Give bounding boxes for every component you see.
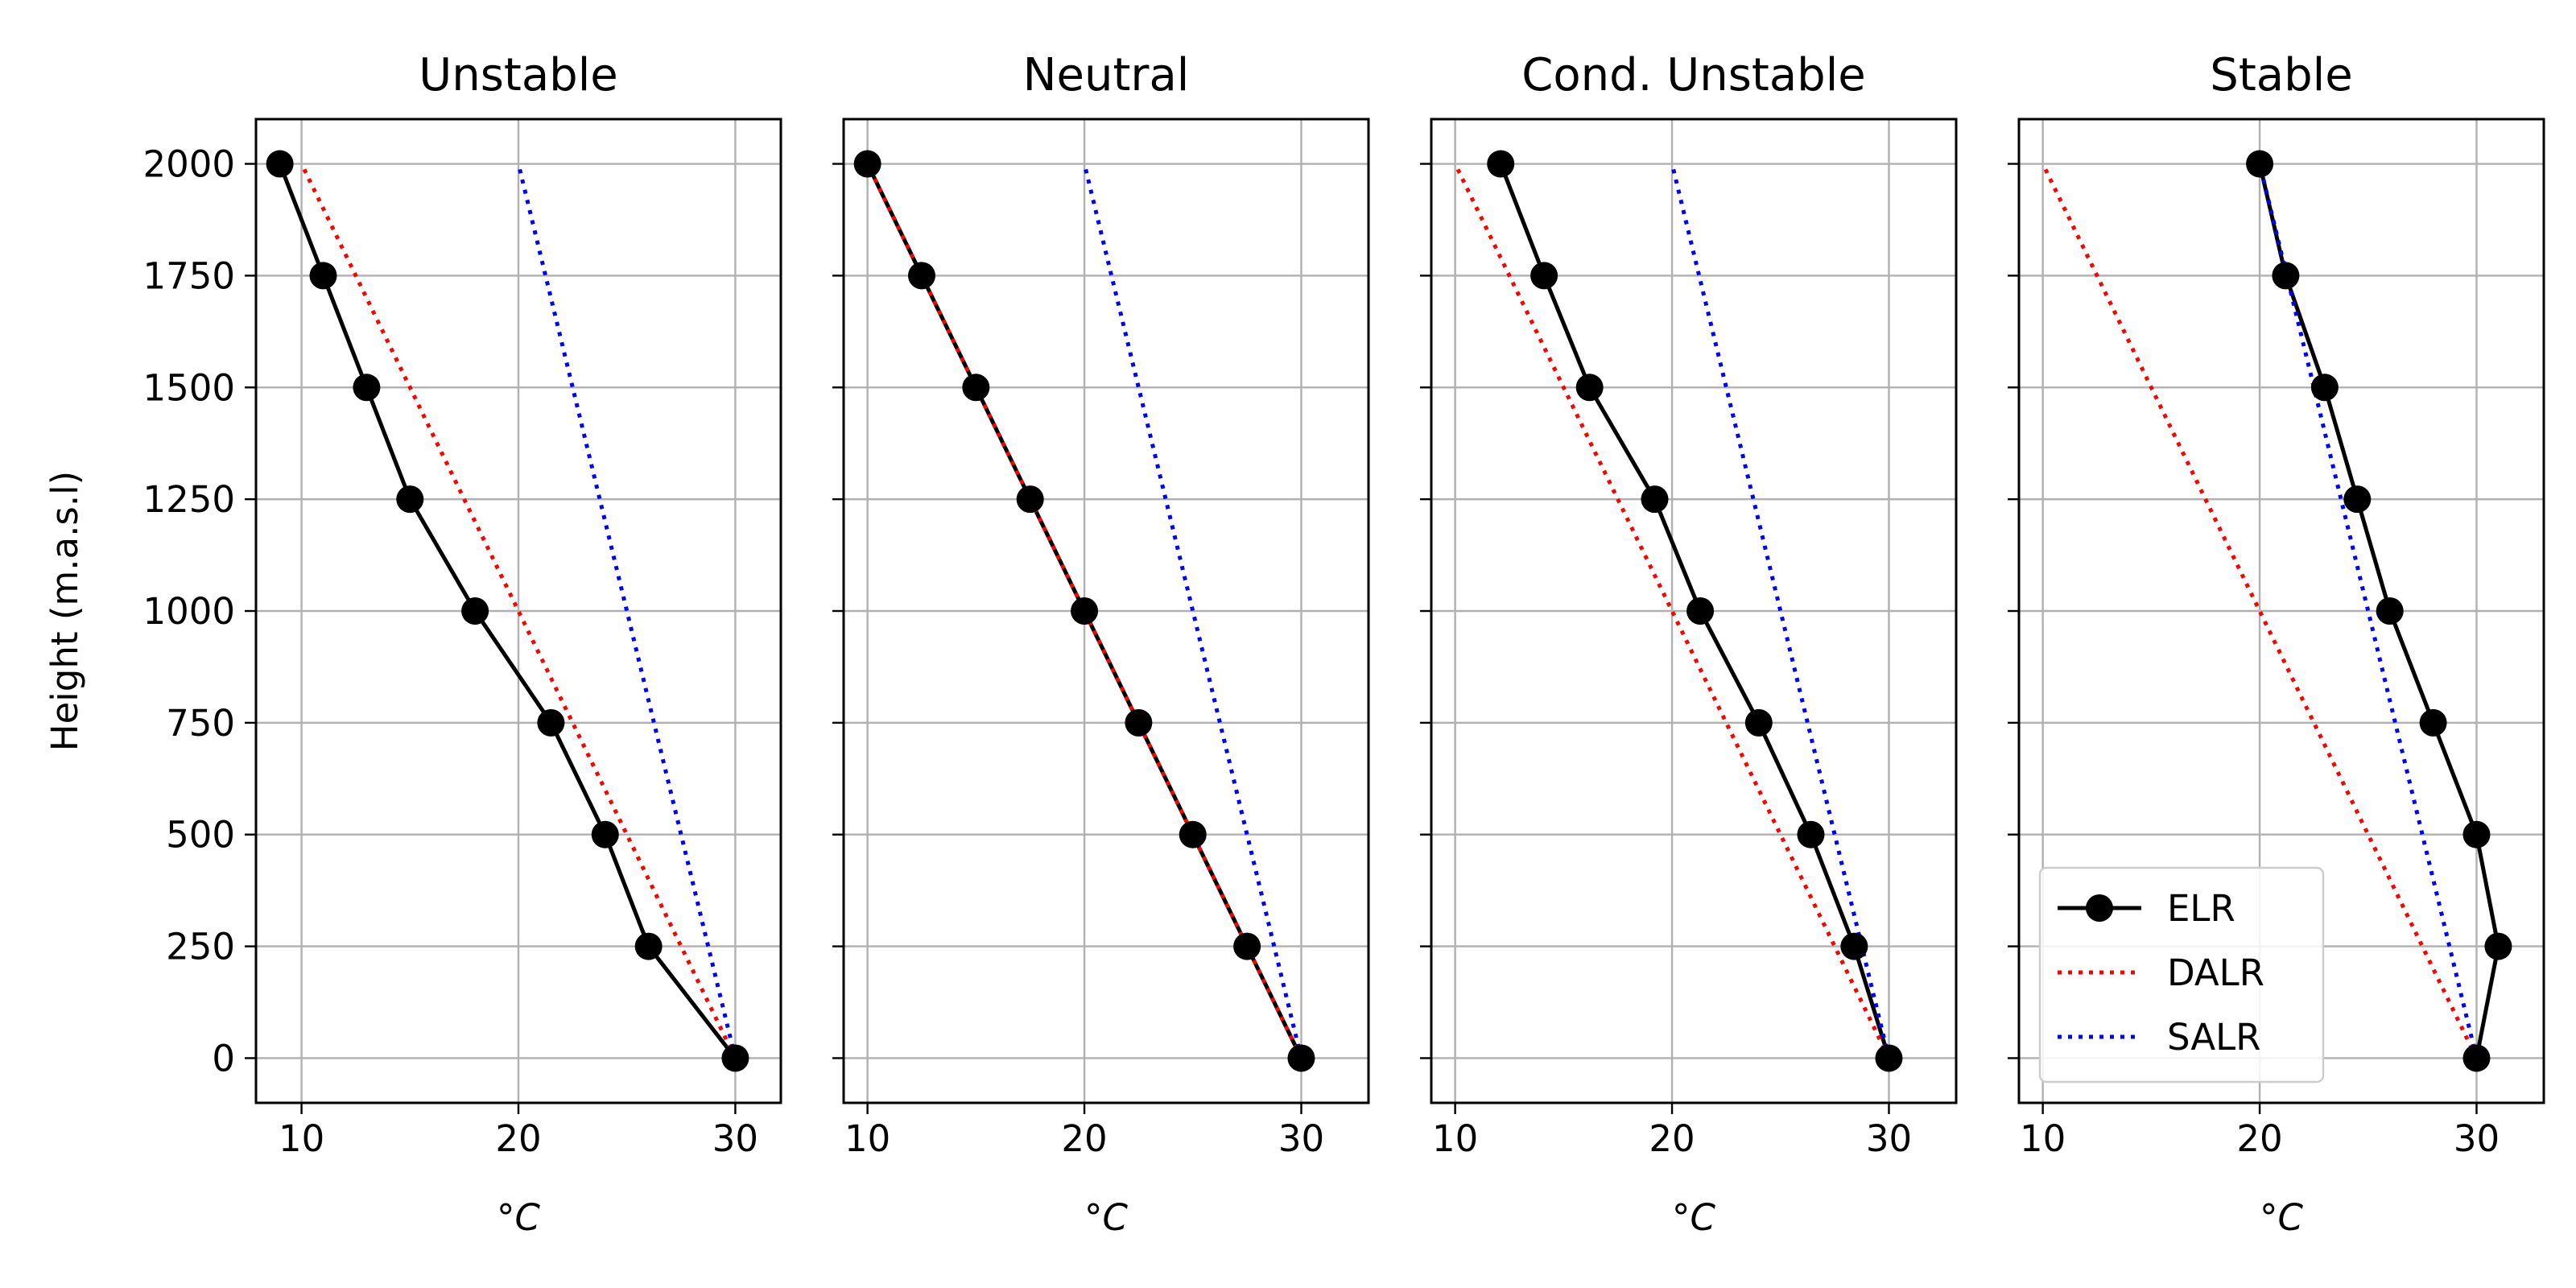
panel-3: 10 20 30 Cond. Unstable °C	[1420, 49, 1958, 1239]
x-tick-label: 30	[2454, 1117, 2500, 1160]
series-salr-line	[1082, 163, 1303, 1059]
elr-point	[2310, 374, 2339, 402]
panel-title: Stable	[2210, 49, 2352, 101]
legend-label-dalr: DALR	[2167, 952, 2264, 994]
legend-label-elr: ELR	[2167, 887, 2235, 930]
axes-frame	[1430, 118, 1958, 1104]
elr-point	[907, 262, 935, 290]
elr-point	[2484, 932, 2512, 960]
elr-point	[1575, 374, 1604, 402]
elr-point	[1530, 262, 1558, 290]
legend-box	[2038, 866, 2325, 1084]
elr-point	[1641, 485, 1669, 514]
elr-point	[1125, 708, 1153, 737]
elr-point	[537, 708, 565, 737]
elr-point	[853, 150, 881, 178]
y-tick-label: 2000	[142, 143, 235, 186]
elr-point	[2462, 1044, 2491, 1072]
elr-point	[396, 485, 424, 514]
y-tick-label: 1750	[142, 254, 235, 297]
elr-point	[266, 150, 294, 178]
elr-point	[591, 820, 619, 848]
series-dalr-line	[299, 163, 737, 1059]
panel-title: Neutral	[1023, 49, 1190, 101]
elr-point	[1233, 932, 1261, 960]
x-tick-label: 10	[1432, 1117, 1478, 1160]
x-tick-label: 20	[2236, 1117, 2282, 1160]
legend-marker-elr	[2086, 894, 2113, 922]
axes-frame	[254, 118, 782, 1104]
elr-point	[461, 597, 489, 625]
x-tick-label: 30	[712, 1117, 758, 1160]
x-tick-label: 30	[1866, 1117, 1912, 1160]
legend-label-salr: SALR	[2167, 1016, 2261, 1059]
elr-point	[1875, 1044, 1903, 1072]
elr-point	[309, 262, 337, 290]
elr-point	[2343, 485, 2372, 514]
y-tick-label: 1250	[142, 478, 235, 521]
elr-point	[1744, 708, 1773, 737]
series-dalr-line	[865, 163, 1303, 1059]
x-axis-label: °C	[497, 1196, 541, 1239]
x-tick-label: 30	[1278, 1117, 1324, 1160]
elr-point	[2376, 597, 2404, 625]
x-tick-label: 10	[2020, 1117, 2066, 1160]
axes-frame	[842, 118, 1370, 1104]
series-salr-line	[1670, 163, 1891, 1059]
elr-point	[1487, 150, 1515, 178]
panel-1: 10 20 30 0 250 500 750 1000 1250 1500 1750 2000 Unst…	[43, 49, 782, 1239]
x-axis-label: °C	[1672, 1196, 1716, 1239]
elr-point	[634, 932, 663, 960]
x-tick-label: 10	[279, 1117, 324, 1160]
x-axis-label: °C	[1084, 1196, 1129, 1239]
elr-point	[962, 374, 990, 402]
x-axis-label: °C	[2260, 1196, 2304, 1239]
elr-point	[721, 1044, 749, 1072]
elr-point	[1071, 597, 1099, 625]
y-tick-label: 500	[166, 814, 235, 857]
elr-point	[2462, 820, 2491, 848]
elr-point	[1797, 820, 1825, 848]
elr-point	[2246, 150, 2274, 178]
panel-title: Cond. Unstable	[1521, 49, 1866, 101]
x-tick-label: 20	[495, 1117, 541, 1160]
panel-4: 10 20 30 Stable °C ELR DALR SALR	[2008, 49, 2545, 1239]
axes-frame	[2017, 118, 2545, 1104]
elr-point	[1287, 1044, 1315, 1072]
legend: ELR DALR SALR	[2038, 866, 2325, 1084]
x-tick-label: 20	[1649, 1117, 1695, 1160]
y-axis-label: Height (m.a.s.l)	[43, 471, 86, 751]
elr-point	[2419, 708, 2447, 737]
series-salr-line	[2257, 163, 2479, 1059]
elr-point	[353, 374, 381, 402]
y-tick-label: 1000	[142, 590, 235, 633]
series-salr-line	[516, 163, 737, 1059]
x-tick-label: 20	[1061, 1117, 1107, 1160]
panel-title: Unstable	[419, 49, 618, 101]
elr-point	[1179, 820, 1207, 848]
elr-point	[1840, 932, 1868, 960]
y-tick-label: 250	[166, 926, 235, 968]
y-tick-label: 1500	[142, 366, 235, 409]
y-tick-label: 750	[166, 702, 235, 745]
panel-2: 10 20 30 Neutral °C	[832, 49, 1370, 1239]
elr-point	[1686, 597, 1715, 625]
elr-point	[1016, 485, 1044, 514]
elr-point	[2272, 262, 2300, 290]
series-dalr-line	[1453, 163, 1891, 1059]
x-tick-label: 10	[844, 1117, 890, 1160]
y-tick-label: 0	[212, 1037, 235, 1080]
series-dalr-line	[2041, 163, 2479, 1059]
